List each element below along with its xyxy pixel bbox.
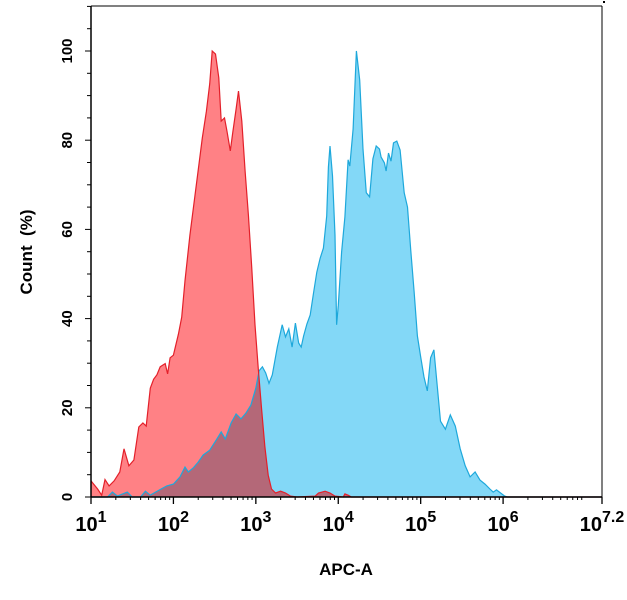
y-axis-ticks: 0 20 40 60 80 100 [59, 5, 91, 501]
x-tick-label: 107.2 [580, 509, 625, 536]
y-tick-label: 80 [59, 132, 76, 149]
y-tick-label: 40 [59, 310, 76, 327]
corner-marker [603, 1, 605, 3]
x-tick-label: 101 [75, 509, 106, 536]
series-blue-line [91, 50, 602, 498]
x-tick-label: 106 [488, 509, 519, 536]
histogram-series [90, 49, 602, 498]
x-axis-title: APC-A [319, 560, 373, 579]
y-tick-label: 20 [59, 399, 76, 416]
y-axis-title: Count (%) [17, 210, 36, 295]
x-axis-ticks: 101 102 103 104 105 106 107.2 [75, 497, 624, 536]
y-tick-label: 100 [59, 38, 76, 63]
x-tick-label: 104 [323, 509, 354, 536]
series-red-fill [91, 51, 602, 497]
x-tick-label: 105 [405, 509, 436, 536]
y-tick-label: 0 [59, 493, 76, 501]
series-blue-fill [91, 51, 602, 497]
x-tick-label: 103 [240, 509, 271, 536]
x-tick-label: 102 [158, 509, 189, 536]
y-tick-label: 60 [59, 221, 76, 238]
